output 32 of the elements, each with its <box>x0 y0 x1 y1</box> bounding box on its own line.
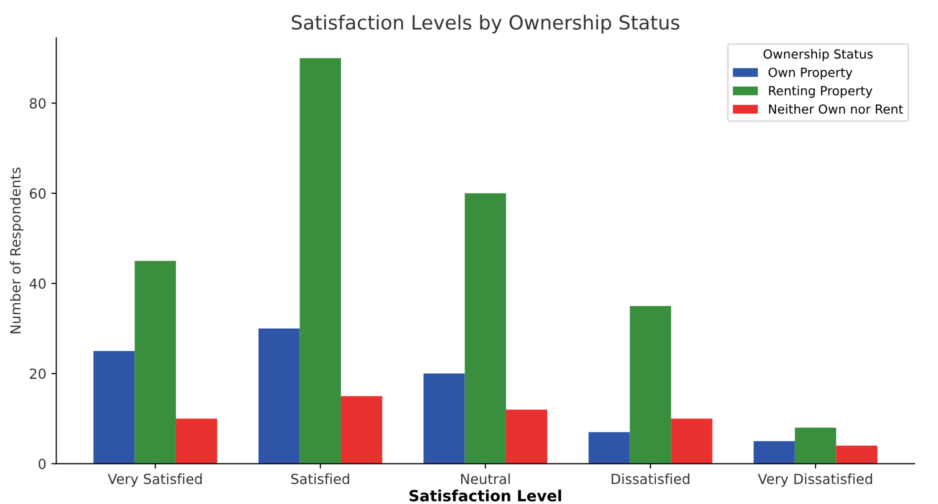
legend-label: Own Property <box>768 68 852 80</box>
y-tick-label: 20 <box>30 368 46 380</box>
bar <box>300 58 341 464</box>
bar <box>506 410 548 464</box>
bar <box>134 260 176 464</box>
x-axis-title: Satisfaction Level <box>410 490 562 502</box>
legend-label: Renting Property <box>769 86 872 98</box>
x-tick-label: Very Dissatisfied <box>758 473 872 487</box>
y-tick-label: 80 <box>30 98 46 109</box>
x-tick-label: Satisfied <box>291 473 350 484</box>
y-tick-label: 60 <box>30 188 46 199</box>
bar <box>836 446 878 464</box>
y-tick-label: 40 <box>30 278 46 289</box>
x-tick-label: Dissatisfied <box>612 473 690 484</box>
bar <box>671 418 712 464</box>
x-tick-label: Neutral <box>461 473 510 484</box>
bar <box>176 418 218 464</box>
bar <box>258 328 300 464</box>
chart-title: Satisfaction Levels by Ownership Status <box>292 14 680 34</box>
legend-title: Ownership Status <box>764 49 873 62</box>
x-tick-label: Very Satisfied <box>108 473 202 487</box>
legend-label: Neither Own nor Rent <box>769 104 903 114</box>
bar <box>424 374 465 464</box>
y-axis-title: Number of Respondents <box>10 168 24 334</box>
bar <box>630 306 672 464</box>
bar <box>340 396 382 464</box>
bar <box>93 351 135 464</box>
bar <box>794 428 836 464</box>
bar <box>588 432 630 464</box>
bar <box>754 441 795 464</box>
bar <box>464 193 506 464</box>
y-tick-label: 0 <box>38 458 46 470</box>
